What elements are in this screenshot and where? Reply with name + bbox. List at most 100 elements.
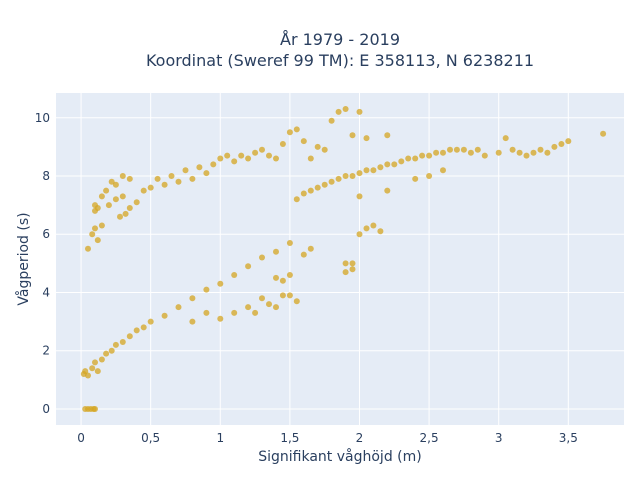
data-point bbox=[94, 368, 101, 375]
data-point bbox=[474, 146, 481, 153]
data-point bbox=[266, 152, 272, 159]
data-point bbox=[161, 181, 168, 188]
data-point bbox=[300, 138, 307, 145]
data-point bbox=[98, 193, 105, 200]
data-point bbox=[279, 292, 286, 299]
data-point bbox=[453, 146, 460, 153]
data-point bbox=[349, 173, 356, 179]
data-point bbox=[126, 333, 133, 340]
data-point bbox=[217, 280, 224, 287]
data-point bbox=[140, 324, 147, 331]
data-point bbox=[126, 175, 133, 182]
data-point bbox=[419, 152, 426, 159]
y-tick-label: 0 bbox=[42, 402, 50, 416]
x-axis-title: Signifikant våghöjd (m) bbox=[258, 448, 421, 465]
data-point bbox=[356, 193, 363, 200]
data-point bbox=[103, 187, 110, 194]
data-point bbox=[140, 187, 147, 194]
data-point bbox=[273, 248, 279, 255]
data-point bbox=[363, 135, 370, 142]
data-point bbox=[600, 130, 607, 137]
data-point bbox=[175, 304, 182, 311]
data-point bbox=[231, 272, 238, 278]
data-point bbox=[293, 126, 300, 133]
data-point bbox=[252, 309, 259, 316]
data-point bbox=[447, 146, 453, 153]
data-point bbox=[259, 146, 265, 153]
data-point bbox=[286, 129, 293, 136]
data-point bbox=[168, 173, 175, 179]
data-point bbox=[467, 149, 474, 156]
y-tick-label: 10 bbox=[35, 111, 50, 125]
data-point bbox=[460, 146, 467, 153]
chart-title-line2: Koordinat (Sweref 99 TM): E 358113, N 62… bbox=[146, 51, 534, 70]
data-point bbox=[217, 315, 224, 322]
data-point bbox=[92, 225, 98, 232]
data-point bbox=[321, 146, 328, 153]
data-point bbox=[349, 132, 356, 139]
data-point bbox=[440, 167, 446, 174]
data-point bbox=[224, 152, 231, 159]
data-point bbox=[266, 301, 272, 308]
data-point bbox=[293, 196, 300, 203]
data-point bbox=[259, 295, 265, 302]
data-point bbox=[112, 181, 119, 188]
data-point bbox=[119, 193, 126, 200]
data-point bbox=[328, 117, 335, 124]
x-tick-label: 0,5 bbox=[141, 431, 160, 445]
data-point bbox=[391, 161, 398, 168]
data-point bbox=[92, 359, 98, 366]
x-tick-label: 2 bbox=[356, 431, 364, 445]
x-tick-label: 3 bbox=[495, 431, 503, 445]
data-point bbox=[370, 222, 377, 229]
data-point bbox=[259, 254, 265, 261]
data-point bbox=[335, 175, 342, 182]
data-point bbox=[122, 210, 129, 217]
x-tick-label: 2,5 bbox=[420, 431, 439, 445]
data-point bbox=[356, 108, 363, 115]
data-point bbox=[293, 298, 300, 305]
data-point bbox=[273, 274, 279, 281]
data-point bbox=[279, 141, 286, 147]
data-point bbox=[328, 178, 335, 185]
data-point bbox=[245, 304, 252, 311]
data-point bbox=[94, 237, 101, 244]
data-point bbox=[147, 318, 154, 325]
data-point bbox=[502, 135, 509, 142]
data-point bbox=[82, 368, 89, 375]
x-tick-label: 0 bbox=[77, 431, 85, 445]
data-point bbox=[119, 173, 126, 179]
data-point bbox=[481, 152, 488, 159]
data-point bbox=[342, 173, 349, 179]
data-point bbox=[203, 170, 210, 177]
data-point bbox=[370, 167, 377, 174]
data-point bbox=[558, 141, 565, 147]
y-tick-label: 4 bbox=[42, 285, 50, 299]
data-point bbox=[217, 155, 224, 162]
data-point bbox=[426, 173, 433, 179]
data-point bbox=[307, 187, 314, 194]
chart-title-line1: År 1979 - 2019 bbox=[280, 30, 400, 49]
data-point bbox=[196, 164, 203, 171]
data-point bbox=[119, 339, 126, 345]
data-point bbox=[126, 205, 133, 211]
y-axis-title: Vågperiod (s) bbox=[15, 212, 32, 305]
data-point bbox=[147, 184, 154, 191]
data-points bbox=[80, 106, 607, 412]
data-point bbox=[231, 309, 238, 316]
data-point bbox=[108, 347, 115, 354]
data-point bbox=[105, 202, 112, 209]
data-point bbox=[89, 365, 96, 372]
data-point bbox=[203, 309, 210, 316]
data-point bbox=[112, 341, 119, 348]
data-point bbox=[117, 213, 123, 220]
data-point bbox=[161, 312, 168, 319]
data-point bbox=[398, 158, 405, 165]
data-point bbox=[412, 155, 419, 162]
y-tick-label: 8 bbox=[42, 169, 50, 183]
data-point bbox=[238, 152, 245, 159]
data-point bbox=[342, 106, 349, 112]
data-point bbox=[314, 143, 321, 150]
data-point bbox=[384, 187, 391, 194]
